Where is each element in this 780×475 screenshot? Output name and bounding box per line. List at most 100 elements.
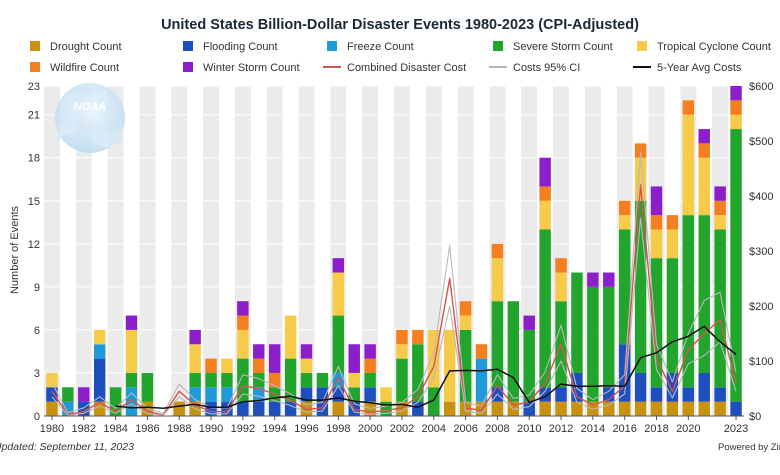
bar-wildfire-count xyxy=(364,358,376,373)
bar-tropical-cyclone-count xyxy=(491,258,504,302)
legend-swatch xyxy=(30,41,40,51)
bar-flooding-count xyxy=(714,387,726,402)
y-tick-label: 12 xyxy=(28,239,40,251)
bar-flooding-count xyxy=(730,401,742,416)
bar-drought-count xyxy=(396,401,408,416)
bar-wildfire-count xyxy=(730,100,742,115)
bar-winter-storm-count xyxy=(587,272,599,287)
x-tick-label: 1994 xyxy=(262,423,286,435)
bar-wildfire-count xyxy=(253,358,265,373)
bar-tropical-cyclone-count xyxy=(459,315,472,330)
legend-label: 5-Year Avg Costs xyxy=(657,62,742,74)
bar-winter-storm-count xyxy=(539,157,551,187)
y-tick-label: 9 xyxy=(34,282,40,294)
legend-label: Freeze Count xyxy=(347,41,414,53)
bar-severe-storm-count xyxy=(666,258,679,373)
bar-tropical-cyclone-count xyxy=(714,215,726,230)
bar-severe-storm-count xyxy=(364,372,376,388)
bar-drought-count xyxy=(443,401,456,416)
bar-winter-storm-count xyxy=(78,387,90,402)
bar-freeze-count xyxy=(125,387,138,416)
legend-label: Flooding Count xyxy=(203,41,278,53)
legend-label: Costs 95% CI xyxy=(513,62,580,74)
bar-flooding-count xyxy=(221,401,233,416)
bar-winter-storm-count xyxy=(300,344,313,359)
bar-severe-storm-count xyxy=(730,129,742,402)
bar-winter-storm-count xyxy=(189,329,201,345)
bar-wildfire-count xyxy=(205,358,217,373)
bar-winter-storm-count xyxy=(253,344,265,359)
bar-severe-storm-count xyxy=(109,387,122,416)
bar-flooding-count xyxy=(364,387,376,402)
bar-flooding-count xyxy=(698,372,710,402)
bar-winter-storm-count xyxy=(730,86,742,101)
bar-wildfire-count xyxy=(412,329,424,345)
bar-winter-storm-count xyxy=(698,129,710,144)
x-tick-label: 1988 xyxy=(167,423,191,435)
bar-drought-count xyxy=(603,401,615,416)
bar-tropical-cyclone-count xyxy=(380,387,392,402)
y-tick-label: 18 xyxy=(28,153,40,165)
bar-wildfire-count xyxy=(666,215,679,230)
line-costs-95-ci-lower xyxy=(51,217,737,416)
bar-freeze-count xyxy=(221,387,233,402)
bar-wildfire-count xyxy=(459,301,472,316)
bar-tropical-cyclone-count xyxy=(682,114,695,216)
bar-severe-storm-count xyxy=(491,301,504,388)
x-tick-label: 2023 xyxy=(724,423,748,435)
bar-drought-count xyxy=(491,401,504,416)
bar-winter-storm-count xyxy=(650,186,663,216)
bar-drought-count xyxy=(475,401,488,416)
axes: 0 3 6 9 12 15 18 21 23 $0 $100 $200 $300 $400 $500 $600… xyxy=(28,81,774,435)
bar-tropical-cyclone-count xyxy=(348,372,360,388)
bar-tropical-cyclone-count xyxy=(284,315,297,359)
bar-severe-storm-count xyxy=(539,229,551,388)
line-5-year-avg-costs xyxy=(115,325,737,410)
bar-severe-storm-count xyxy=(125,372,138,388)
bar-winter-storm-count xyxy=(603,272,615,287)
bar-flooding-count xyxy=(78,401,90,416)
x-tick-label: 1998 xyxy=(326,423,350,435)
legend-swatch xyxy=(493,41,503,51)
bar-tropical-cyclone-count xyxy=(300,358,313,373)
bar-flooding-count xyxy=(332,387,345,402)
bar-severe-storm-count xyxy=(571,272,583,373)
bar-wildfire-count xyxy=(237,315,249,330)
bar-winter-storm-count xyxy=(332,258,345,273)
bar-wildfire-count xyxy=(491,243,504,259)
bar-freeze-count xyxy=(189,387,201,402)
bar-severe-storm-count xyxy=(698,215,710,373)
noaa-logo: NOAA xyxy=(55,83,125,153)
bar-tropical-cyclone-count xyxy=(730,114,742,130)
bar-severe-storm-count xyxy=(332,315,345,373)
legend-label: Drought Count xyxy=(50,41,122,53)
bar-severe-storm-count xyxy=(300,372,313,388)
bar-severe-storm-count xyxy=(380,401,392,416)
bar-wildfire-count xyxy=(698,143,710,158)
bar-tropical-cyclone-count xyxy=(443,329,456,402)
bar-flooding-count xyxy=(300,387,313,402)
y-tick-label: 15 xyxy=(28,196,40,208)
bar-freeze-count xyxy=(205,387,217,402)
bar-freeze-count xyxy=(93,344,106,359)
bar-flooding-count xyxy=(650,387,663,402)
bar-winter-storm-count xyxy=(714,186,726,201)
bar-flooding-count xyxy=(412,401,424,416)
x-tick-label: 1990 xyxy=(199,423,223,435)
bar-drought-count xyxy=(698,401,710,416)
y-axis-label: Number of Events xyxy=(9,205,21,294)
bar-freeze-count xyxy=(475,358,488,402)
x-tick-label: 2006 xyxy=(453,423,477,435)
plot-band xyxy=(107,86,124,416)
line-combined-disaster-cost xyxy=(51,184,737,416)
x-tick-label: 1980 xyxy=(40,423,64,435)
bar-severe-storm-count xyxy=(618,229,631,345)
bar-flooding-count xyxy=(93,358,106,402)
y-tick-label: 6 xyxy=(34,325,40,337)
bar-severe-storm-count xyxy=(348,387,360,402)
plot-band xyxy=(139,86,156,416)
bar-drought-count xyxy=(571,401,583,416)
x-tick-label: 1992 xyxy=(231,423,255,435)
plot-band xyxy=(44,86,60,416)
bar-tropical-cyclone-count xyxy=(539,200,551,230)
